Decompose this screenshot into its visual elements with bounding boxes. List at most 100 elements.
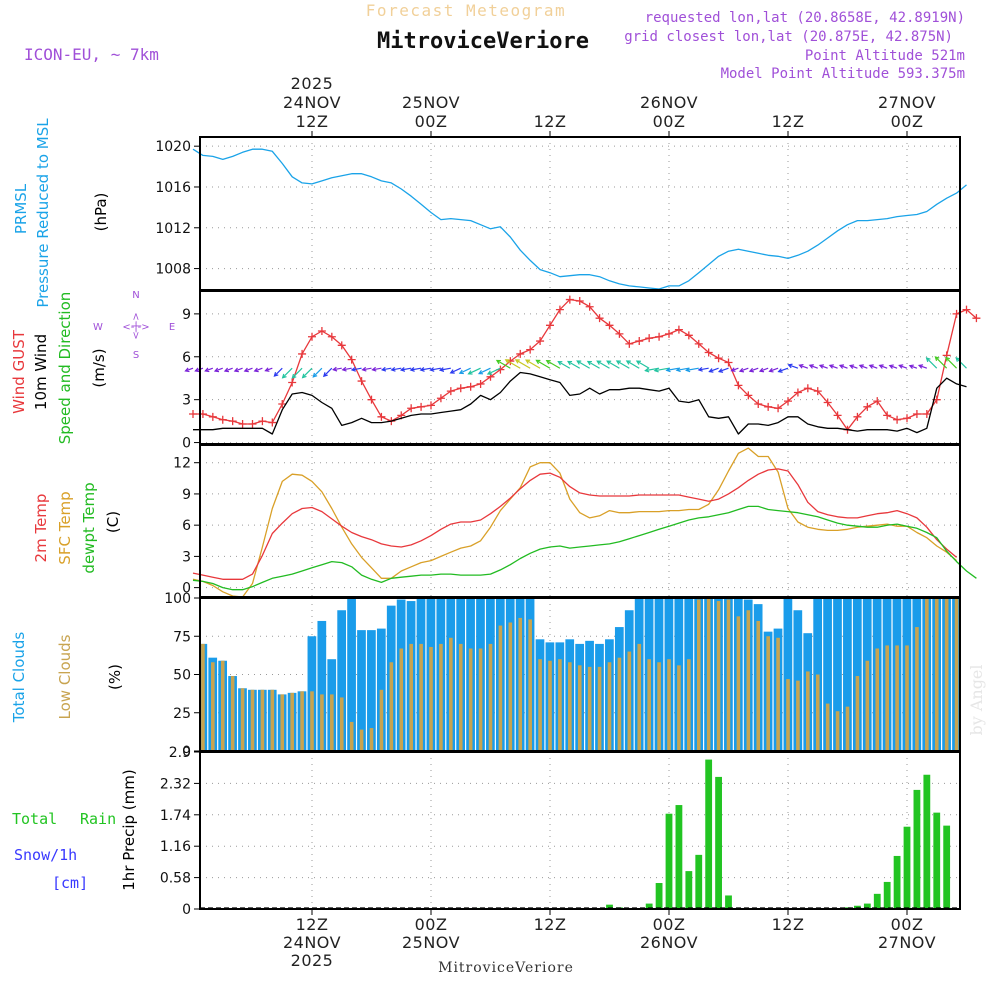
low-clouds-bar <box>310 691 314 751</box>
rain-bar <box>665 813 673 909</box>
total-rain-label-2: Rain <box>80 810 116 828</box>
wind-direction-arrowhead <box>808 364 814 369</box>
wind-direction-arrowhead <box>596 360 602 365</box>
wind-direction-arrow <box>515 359 531 369</box>
low-clouds-bar <box>429 646 433 751</box>
wind-direction-arrowhead <box>758 367 765 373</box>
wind-direction-arrowhead <box>467 370 473 375</box>
y-tick-label: 6 <box>182 518 191 534</box>
wind-direction-arrowhead <box>955 357 961 362</box>
wind-direction-arrow <box>769 367 779 372</box>
low-clouds-bar <box>399 648 404 751</box>
gust-marker <box>873 397 882 406</box>
wind-direction-arrow <box>351 367 362 371</box>
gust-marker <box>555 305 564 314</box>
gust-marker <box>823 398 832 407</box>
compass-west: W <box>93 322 103 333</box>
wind-direction-arrowhead <box>449 369 455 374</box>
top-time-label: 12Z <box>296 112 329 131</box>
wind-direction-arrow <box>505 359 521 369</box>
total-clouds-bar <box>347 598 356 751</box>
low-clouds-bar <box>439 643 443 751</box>
wind-direction-arrowhead <box>566 360 573 366</box>
wind-direction-arrowhead <box>787 363 793 369</box>
wind-direction-arrowhead <box>818 364 825 369</box>
bottom-time-label: 00Z <box>415 915 448 934</box>
wind-direction-arrowhead <box>730 367 736 372</box>
model-label: ICON-EU, ~ 7km <box>24 45 159 64</box>
wind-direction-arrow <box>282 367 293 379</box>
low-clouds-bar <box>925 598 929 751</box>
wind-direction-arrowhead <box>514 359 520 364</box>
low-clouds-bar <box>726 599 731 751</box>
wind-direction-arrow <box>849 364 858 369</box>
gust-marker <box>298 349 307 358</box>
low-clouds-bar <box>667 659 671 751</box>
wind-unit-label: (m/s) <box>90 348 108 387</box>
wind-direction-arrow <box>546 360 561 369</box>
pressure-line <box>192 148 967 290</box>
gust-marker <box>764 402 773 411</box>
rain-bar <box>645 903 653 909</box>
wind-direction-arrowhead <box>458 369 464 375</box>
location-title: MitroviceVeriore <box>377 29 589 54</box>
wind-direction-arrow <box>401 367 412 371</box>
compass-south: S <box>133 350 139 361</box>
wind-direction-arrowhead <box>576 360 582 365</box>
wind-direction-arrow <box>899 364 908 369</box>
gust-marker <box>337 341 346 350</box>
y-tick-label: 25 <box>173 706 191 722</box>
gust-marker <box>684 331 693 340</box>
dewpt-label: dewpt Temp <box>80 482 98 573</box>
gust-marker <box>784 397 792 406</box>
bottom-time-label: 27NOV <box>878 933 936 952</box>
wind-direction-arrowhead <box>264 367 270 372</box>
gust-marker <box>853 412 862 421</box>
wind-direction-arrow <box>666 367 680 371</box>
wind-direction-arrowhead <box>738 367 745 373</box>
gust-marker <box>893 415 902 424</box>
y-tick-label: 1012 <box>155 221 191 237</box>
low-clouds-bar <box>250 689 255 751</box>
wind-direction-arrowhead <box>399 367 406 372</box>
low-clouds-bar <box>577 665 582 751</box>
low-clouds-bar <box>855 676 860 751</box>
y-tick-label: 9 <box>182 307 191 323</box>
rain-bar <box>943 825 951 909</box>
gust-marker <box>228 417 237 426</box>
y-tick-label: 75 <box>173 629 191 645</box>
wind-direction-arrowhead <box>495 359 501 365</box>
low-clouds-bar <box>468 648 473 751</box>
rain-bar <box>606 904 613 909</box>
wind-direction-arrow <box>391 367 402 371</box>
wind-direction-arrow <box>879 364 888 369</box>
bottom-time-label: 24NOV <box>283 933 341 952</box>
low-clouds-bar <box>389 662 394 751</box>
low-clouds-bar <box>369 728 374 751</box>
wind-direction-arrow <box>934 356 948 369</box>
low-clouds-bar <box>359 729 364 751</box>
gust-marker <box>317 327 326 336</box>
gust-marker <box>308 332 316 341</box>
low-clouds-bar <box>776 637 780 751</box>
wind-direction-arrow <box>799 364 809 369</box>
wind-direction-arrow <box>926 357 938 369</box>
low-clouds-bar <box>796 680 800 751</box>
watermark: by Angel <box>967 664 986 735</box>
rain-bar <box>923 774 931 909</box>
total-clouds-bar <box>357 630 366 751</box>
rain-bar <box>913 789 921 909</box>
point-altitude: Point Altitude 521m <box>805 48 965 64</box>
y-tick-label: 1020 <box>155 139 191 155</box>
wind-direction-arrowhead <box>908 364 914 370</box>
wind-label: 10m Wind <box>32 334 50 410</box>
wind-direction-arrow <box>254 367 263 372</box>
low-clouds-bar <box>627 651 632 751</box>
top-time-label: 12Z <box>772 112 805 131</box>
wind-direction-arrowhead <box>708 368 714 373</box>
gust-marker <box>793 388 802 397</box>
gust-marker <box>655 332 664 341</box>
wind-direction-arrowhead <box>409 367 415 372</box>
wind-direction-arrow <box>587 360 600 369</box>
compass-arrow-h: <-|-> <box>122 322 149 333</box>
